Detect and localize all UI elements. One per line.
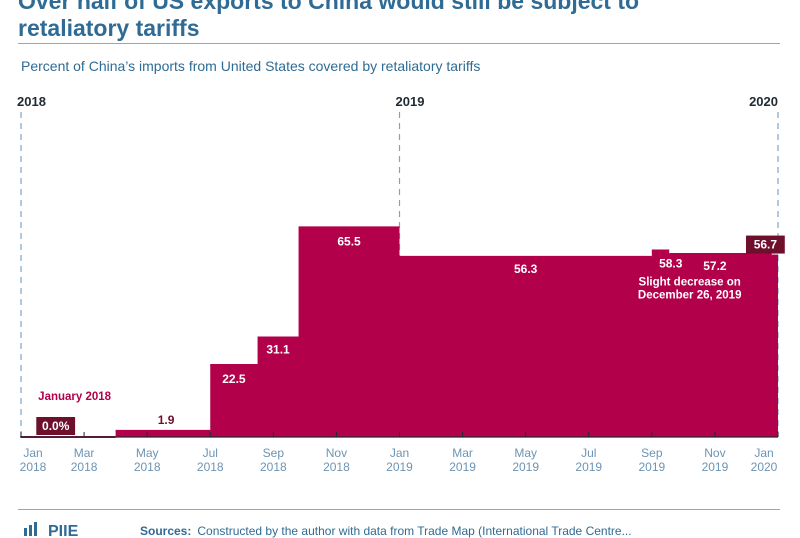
annotation-0: January 2018 <box>38 391 111 403</box>
x-tick-label-year: 2019 <box>512 460 539 474</box>
x-tick-label-year: 2018 <box>134 460 161 474</box>
year-marker-label: 2019 <box>396 94 425 109</box>
x-tick-label-year: 2019 <box>386 460 413 474</box>
annotation-2: December 26, 2019 <box>638 290 742 302</box>
x-tick-label: Sep <box>263 446 285 460</box>
title-divider <box>18 43 780 44</box>
x-tick-label: Jan <box>23 446 42 460</box>
x-tick-label: Jan <box>754 446 773 460</box>
data-label: 57.2 <box>703 259 727 273</box>
x-tick-label-year: 2018 <box>323 460 350 474</box>
x-tick-label: Nov <box>326 446 347 460</box>
x-tick-label-year: 2019 <box>575 460 602 474</box>
x-tick-label-year: 2018 <box>20 460 47 474</box>
x-tick-label-year: 2020 <box>751 460 778 474</box>
x-tick-label: May <box>514 446 537 460</box>
x-tick-label: Nov <box>704 446 725 460</box>
data-label: 58.3 <box>659 256 683 270</box>
x-tick-label: Sep <box>641 446 663 460</box>
x-axis: Jan2018Mar2018May2018Jul2018Sep2018Nov20… <box>20 432 779 474</box>
x-tick-label-year: 2019 <box>638 460 665 474</box>
x-tick-label: Jan <box>390 446 409 460</box>
year-marker-label: 2018 <box>17 94 46 109</box>
x-tick-label: Mar <box>452 446 473 460</box>
data-label: 22.5 <box>222 372 246 386</box>
piie-logo-icon: PIIE <box>24 522 79 536</box>
data-label: 1.9 <box>158 413 175 427</box>
annotation-1: Slight decrease on <box>639 277 741 289</box>
data-label-layer: 0.0% 1.9 22.5 31.1 65.5 56.3 58.3 57.2 56.7 Janua… <box>36 234 785 435</box>
x-tick-label-year: 2018 <box>197 460 224 474</box>
tariff-area <box>21 227 778 437</box>
footer-sources: Sources: Constructed by the author with d… <box>140 524 632 538</box>
x-tick-label: Jul <box>581 446 596 460</box>
sources-text: Constructed by the author with data from… <box>197 524 632 538</box>
data-label-box <box>36 417 76 435</box>
data-label: 65.5 <box>337 234 361 248</box>
headline-line-1: Over half of US exports to China would s… <box>18 0 640 14</box>
chart-subtitle: Percent of China’s imports from United S… <box>21 58 481 74</box>
x-tick-label-year: 2019 <box>702 460 729 474</box>
data-label-box <box>745 235 785 254</box>
headline-line-2: retaliatory tariffs <box>18 15 200 41</box>
data-label: 0.0% <box>42 419 70 433</box>
data-label: 56.3 <box>514 262 538 276</box>
logo-text: PIIE <box>48 523 79 536</box>
x-tick-label-year: 2019 <box>449 460 476 474</box>
year-marker-layer: 2018 2019 2020 <box>17 94 779 437</box>
chart-headline: Over half of US exports to China would s… <box>18 0 788 42</box>
x-tick-label-year: 2018 <box>71 460 98 474</box>
x-tick-label: Jul <box>203 446 218 460</box>
x-tick-label: Mar <box>74 446 95 460</box>
data-label: 56.7 <box>754 238 778 252</box>
footer-divider <box>18 509 780 510</box>
year-marker-label: 2020 <box>749 94 778 109</box>
data-label: 31.1 <box>266 342 290 356</box>
x-tick-label: May <box>136 446 159 460</box>
sources-label: Sources: <box>140 524 192 538</box>
x-tick-label-year: 2018 <box>260 460 287 474</box>
